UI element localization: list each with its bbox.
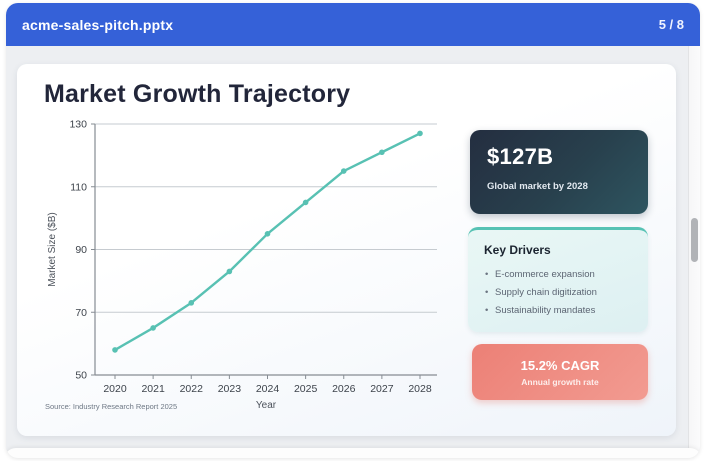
svg-text:Year: Year <box>256 400 277 411</box>
svg-text:2025: 2025 <box>294 383 318 395</box>
svg-text:50: 50 <box>75 370 87 382</box>
document-viewer: Market Growth Trajectory 50 70 90 110 130 202… <box>6 46 700 458</box>
next-slide-peek <box>6 448 700 458</box>
cagr-value: 15.2% CAGR <box>520 357 600 373</box>
slide-title: Market Growth Trajectory <box>44 80 351 108</box>
app-window: acme-sales-pitch.pptx 5 / 8 Market Growt… <box>6 3 700 458</box>
scrollbar-track[interactable] <box>688 46 700 458</box>
slide-canvas: Market Growth Trajectory 50 70 90 110 130 202… <box>17 64 676 436</box>
svg-text:2020: 2020 <box>103 383 127 395</box>
source-note: Source: Industry Research Report 2025 <box>45 402 178 411</box>
window-title: acme-sales-pitch.pptx <box>22 16 174 33</box>
svg-text:2023: 2023 <box>218 383 242 395</box>
svg-text:130: 130 <box>69 119 87 131</box>
growth-chart: 50 70 90 110 130 2020 2021 2022 2023 2024 2025 2026… <box>47 119 437 411</box>
svg-text:110: 110 <box>70 181 87 193</box>
list-item: Sustainability mandates <box>484 302 632 320</box>
svg-text:70: 70 <box>75 307 87 319</box>
stat-value: $127B <box>487 144 554 169</box>
page-indicator: 5 / 8 <box>658 17 684 32</box>
list-item: Supply chain digitization <box>484 284 632 302</box>
key-drivers-card: Key Drivers E-commerce expansion Supply … <box>468 227 648 332</box>
stat-label: Global market by 2028 <box>487 181 588 192</box>
chart-area: 50 70 90 110 130 2020 2021 2022 2023 2024 2025 2026… <box>42 112 462 412</box>
svg-text:2021: 2021 <box>141 383 165 395</box>
stat-card-market-size: $127B Global market by 2028 <box>470 130 648 214</box>
key-drivers-list: E-commerce expansion Supply chain digiti… <box>484 266 632 320</box>
svg-text:2027: 2027 <box>370 383 394 395</box>
title-bar: acme-sales-pitch.pptx 5 / 8 <box>6 3 700 46</box>
svg-text:2024: 2024 <box>256 383 280 395</box>
scrollbar-thumb[interactable] <box>691 218 698 262</box>
svg-text:Market Size ($B): Market Size ($B) <box>47 212 58 286</box>
svg-text:2026: 2026 <box>332 383 356 395</box>
list-item: E-commerce expansion <box>484 266 632 284</box>
cagr-label: Annual growth rate <box>521 376 599 387</box>
cagr-card: 15.2% CAGR Annual growth rate <box>472 344 648 400</box>
svg-text:2028: 2028 <box>408 383 432 395</box>
key-drivers-title: Key Drivers <box>484 243 551 257</box>
svg-text:90: 90 <box>75 244 87 256</box>
svg-text:2022: 2022 <box>180 383 204 395</box>
